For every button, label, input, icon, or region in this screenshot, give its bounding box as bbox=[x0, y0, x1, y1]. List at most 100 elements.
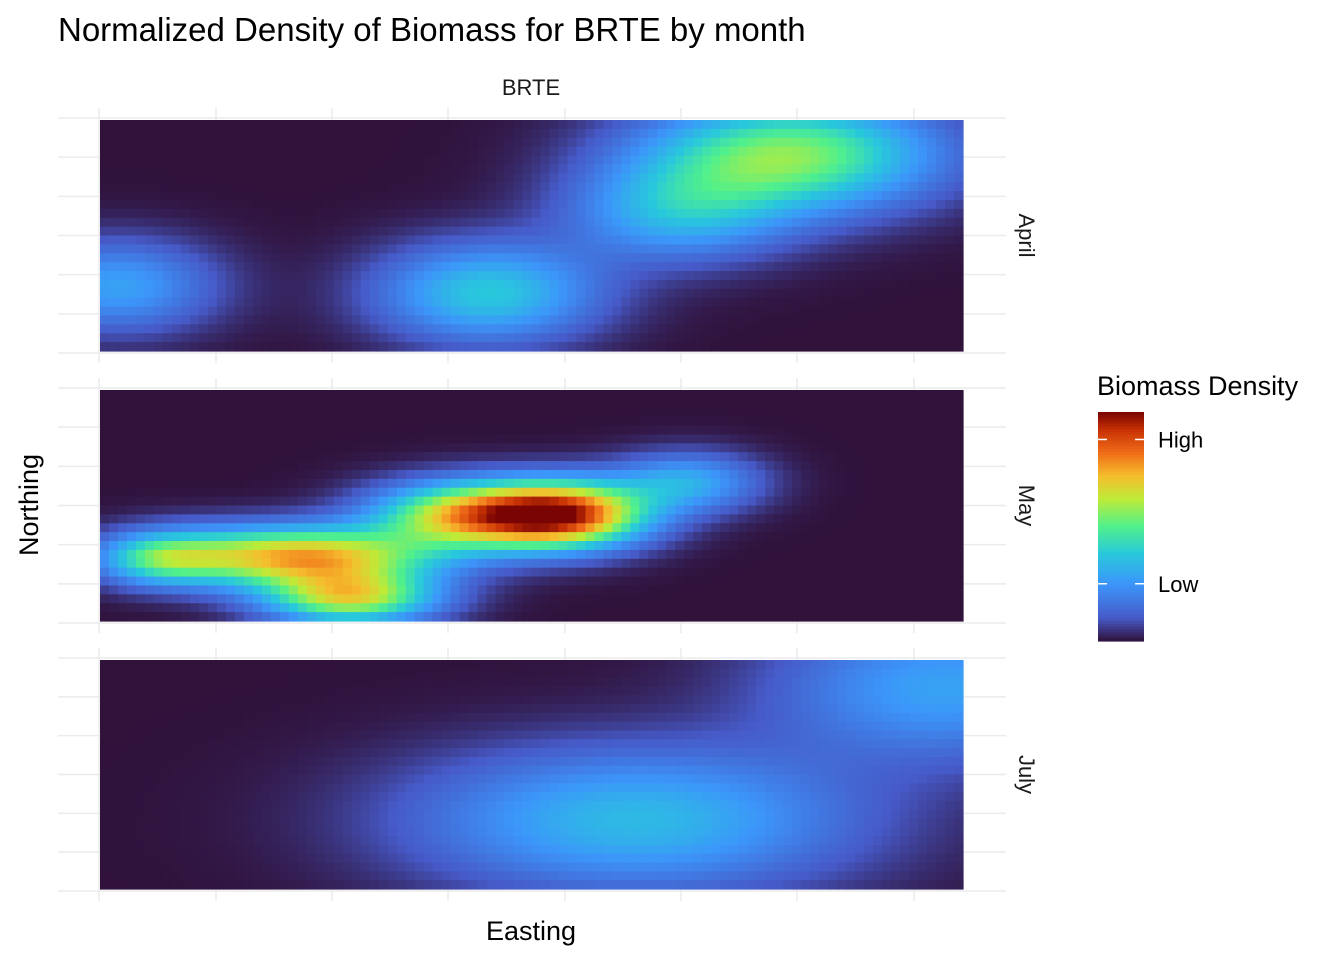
heatmap-cell bbox=[909, 398, 919, 409]
heatmap-cell bbox=[873, 128, 883, 139]
heatmap-cell bbox=[108, 594, 119, 604]
heatmap-cell bbox=[801, 191, 811, 201]
heatmap-cell bbox=[630, 235, 640, 245]
heatmap-cell bbox=[234, 164, 245, 174]
heatmap-cell bbox=[738, 407, 748, 418]
heatmap-cell bbox=[441, 558, 452, 569]
heatmap-cell bbox=[630, 398, 640, 409]
heatmap-cell bbox=[603, 576, 614, 587]
heatmap-cell bbox=[117, 514, 128, 524]
heatmap-cell bbox=[261, 469, 272, 480]
heatmap-cell bbox=[459, 173, 470, 183]
heatmap-cell bbox=[171, 594, 182, 604]
heatmap-cell bbox=[594, 120, 605, 130]
heatmap-cell bbox=[180, 182, 191, 192]
heatmap-cell bbox=[819, 271, 829, 281]
heatmap-cell bbox=[171, 208, 182, 219]
heatmap-cell bbox=[396, 558, 407, 569]
heatmap-cell bbox=[684, 549, 694, 560]
heatmap-cell bbox=[162, 182, 173, 192]
heatmap-cell bbox=[297, 612, 308, 622]
heatmap-cell bbox=[126, 416, 137, 427]
heatmap-cell bbox=[639, 164, 649, 174]
heatmap-cell bbox=[846, 523, 856, 533]
heatmap-cell bbox=[954, 333, 964, 343]
heatmap-cell bbox=[495, 173, 506, 183]
heatmap-cell bbox=[720, 496, 730, 507]
heatmap-cell bbox=[603, 461, 614, 471]
heatmap-cell bbox=[135, 487, 146, 498]
heatmap-cell bbox=[810, 217, 820, 228]
heatmap-cell bbox=[531, 505, 542, 515]
heatmap-cell bbox=[747, 137, 757, 148]
heatmap-cell bbox=[189, 576, 200, 587]
heatmap-cell bbox=[810, 155, 820, 166]
heatmap-cell bbox=[387, 208, 398, 219]
heatmap-cell bbox=[243, 182, 254, 192]
heatmap-cell bbox=[837, 505, 847, 515]
heatmap-cell bbox=[207, 541, 218, 551]
heatmap-cell bbox=[774, 146, 784, 157]
heatmap-cell bbox=[783, 226, 793, 237]
heatmap-cell bbox=[846, 505, 856, 515]
heatmap-cell bbox=[828, 155, 838, 166]
heatmap-cell bbox=[585, 271, 596, 281]
heatmap-cell bbox=[576, 461, 587, 471]
heatmap-cell bbox=[639, 342, 649, 352]
heatmap-cell bbox=[405, 434, 416, 444]
heatmap-cell bbox=[891, 333, 901, 343]
heatmap-cell bbox=[558, 541, 569, 551]
heatmap-cell bbox=[261, 549, 272, 560]
heatmap-cell bbox=[297, 208, 308, 219]
heatmap-cell bbox=[378, 146, 389, 157]
heatmap-cell bbox=[360, 342, 371, 352]
heatmap-cell bbox=[756, 155, 766, 166]
heatmap-cell bbox=[315, 532, 326, 542]
heatmap-cell bbox=[243, 532, 254, 542]
heatmap-cell bbox=[738, 279, 748, 290]
heatmap-cell bbox=[423, 390, 434, 400]
heatmap-cell bbox=[153, 164, 164, 174]
heatmap-cell bbox=[360, 469, 371, 480]
heatmap-cell bbox=[846, 279, 856, 290]
heatmap-cell bbox=[756, 244, 766, 254]
heatmap-cell bbox=[558, 173, 569, 183]
heatmap-cell bbox=[405, 532, 416, 542]
heatmap-cell bbox=[900, 288, 910, 299]
heatmap-cell bbox=[378, 128, 389, 139]
heatmap-cell bbox=[522, 128, 533, 139]
heatmap-cell bbox=[153, 594, 164, 604]
heatmap-cell bbox=[270, 434, 281, 444]
heatmap-cell bbox=[315, 567, 326, 578]
heatmap-cell bbox=[558, 523, 569, 533]
heatmap-cell bbox=[414, 333, 425, 343]
heatmap-cell bbox=[576, 235, 587, 245]
heatmap-cell bbox=[837, 523, 847, 533]
heatmap-cell bbox=[324, 594, 335, 604]
heatmap-cell bbox=[189, 523, 200, 533]
heatmap-cell bbox=[387, 576, 398, 587]
heatmap-cell bbox=[684, 324, 694, 334]
heatmap-cell bbox=[117, 199, 128, 210]
heatmap-cell bbox=[693, 603, 703, 613]
heatmap-cell bbox=[243, 398, 254, 409]
heatmap-cell bbox=[234, 469, 245, 480]
heatmap-cell bbox=[891, 585, 901, 595]
heatmap-cell bbox=[585, 558, 596, 569]
heatmap-cell bbox=[450, 253, 461, 263]
heatmap-cell bbox=[558, 549, 569, 560]
heatmap-cell bbox=[126, 443, 137, 453]
heatmap-cell bbox=[639, 434, 649, 444]
heatmap-cell bbox=[909, 585, 919, 595]
heatmap-cell bbox=[594, 217, 605, 228]
heatmap-cell bbox=[702, 199, 712, 210]
heatmap-cell bbox=[144, 244, 155, 254]
heatmap-cell bbox=[864, 146, 874, 157]
heatmap-cell bbox=[180, 120, 191, 130]
heatmap-cell bbox=[306, 191, 317, 201]
heatmap-cell bbox=[288, 496, 299, 507]
heatmap-cell bbox=[630, 306, 640, 317]
heatmap-cell bbox=[954, 262, 964, 272]
heatmap-cell bbox=[882, 541, 892, 551]
heatmap-cell bbox=[225, 182, 236, 192]
